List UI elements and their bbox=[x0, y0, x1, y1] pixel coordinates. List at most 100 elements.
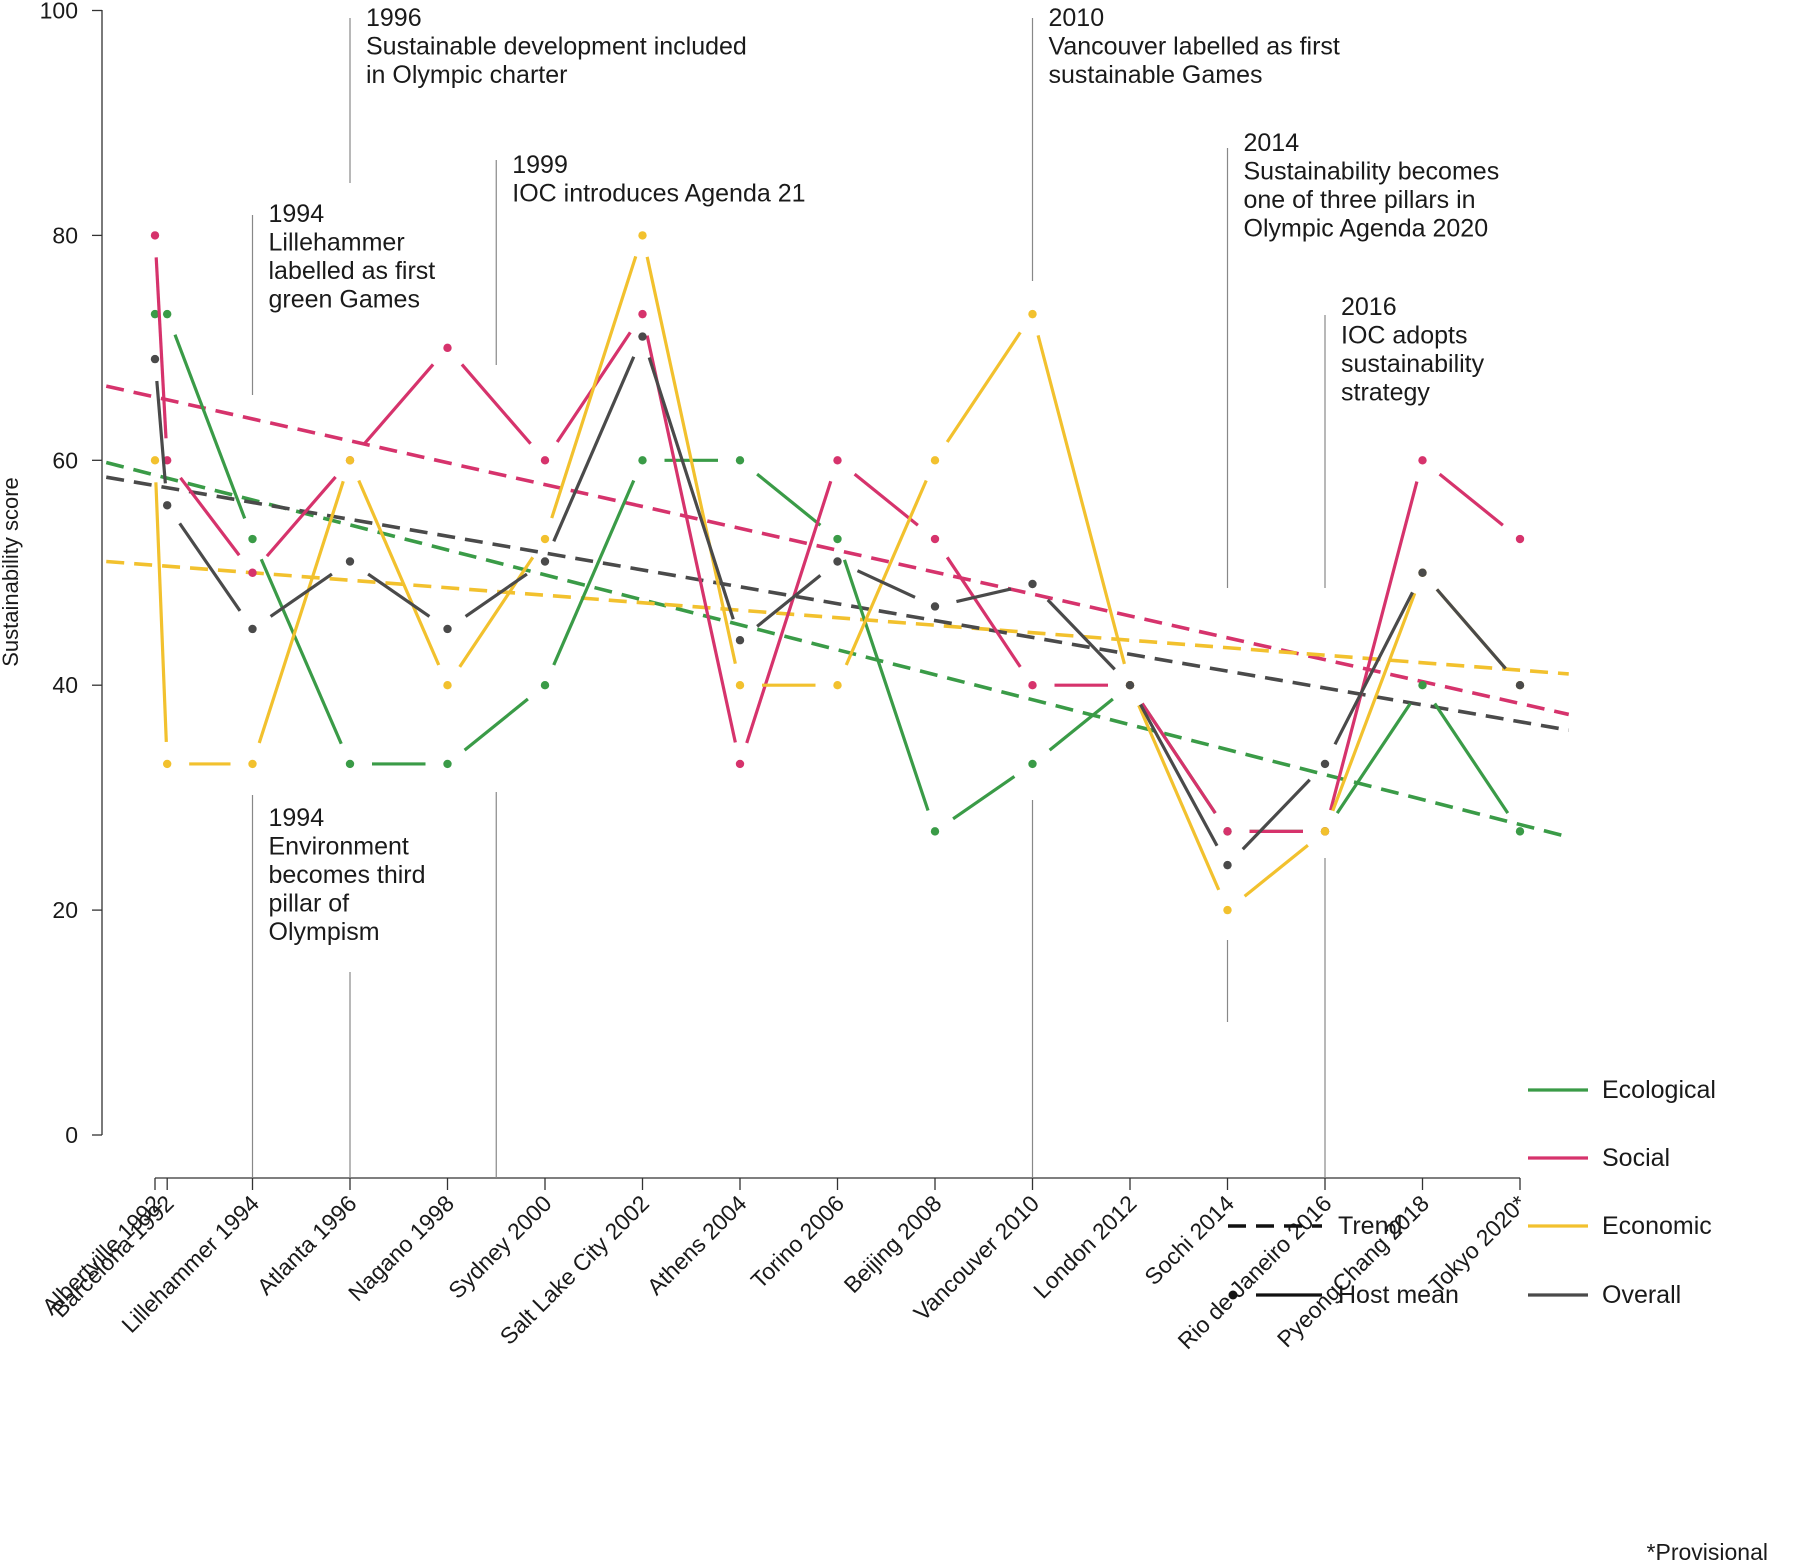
point-overall-10 bbox=[1028, 579, 1037, 589]
segment-overall-5 bbox=[552, 356, 636, 542]
point-ecological-0 bbox=[150, 309, 160, 319]
annotation-0-line-1: Lillehammer bbox=[269, 229, 405, 257]
point-ecological-7 bbox=[735, 456, 745, 465]
point-economic-5 bbox=[540, 534, 550, 544]
point-economic-1 bbox=[162, 759, 172, 769]
point-economic-13 bbox=[1320, 827, 1330, 836]
segment-overall-11 bbox=[1139, 703, 1219, 847]
x-tick-label-7: Athens 2004 bbox=[642, 1190, 752, 1300]
point-ecological-6 bbox=[638, 456, 647, 465]
point-overall-8 bbox=[833, 557, 842, 566]
segment-social-2 bbox=[265, 475, 337, 558]
segment-overall-8 bbox=[856, 569, 916, 599]
segment-overall-12 bbox=[1241, 778, 1311, 851]
annotation-0-line-2: labelled as first bbox=[269, 257, 436, 285]
point-social-7 bbox=[735, 759, 745, 769]
point-ecological-2 bbox=[248, 534, 257, 544]
point-ecological-1 bbox=[162, 309, 172, 319]
segment-economic-8 bbox=[844, 479, 928, 666]
segment-economic-6 bbox=[645, 256, 737, 665]
y-tick-label-100: 100 bbox=[40, 0, 78, 24]
point-overall-1 bbox=[162, 501, 172, 510]
x-tick-label-9: Beijing 2008 bbox=[839, 1190, 947, 1298]
point-economic-6 bbox=[638, 231, 647, 240]
trend-line-overall bbox=[105, 475, 1570, 732]
point-ecological-5 bbox=[540, 681, 550, 690]
segment-overall-3 bbox=[367, 572, 431, 618]
segment-ecological-10 bbox=[1048, 697, 1114, 752]
point-overall-14 bbox=[1418, 568, 1427, 577]
y-tick-label-20: 20 bbox=[52, 897, 78, 923]
annotation-0-line-3: green Games bbox=[269, 286, 420, 314]
segment-overall-13 bbox=[1333, 591, 1414, 746]
annotation-4-line-0: 2010 bbox=[1049, 4, 1105, 32]
point-ecological-4 bbox=[443, 759, 452, 769]
segment-economic-12 bbox=[1243, 843, 1309, 898]
segment-overall-9 bbox=[956, 587, 1012, 604]
point-social-0 bbox=[150, 231, 160, 240]
segment-social-4 bbox=[460, 363, 532, 445]
annotation-0-line-0: 1994 bbox=[269, 200, 325, 228]
point-overall-5 bbox=[540, 557, 550, 566]
point-economic-3 bbox=[345, 456, 355, 465]
point-overall-9 bbox=[930, 602, 940, 611]
segment-social-9 bbox=[945, 556, 1022, 668]
segment-social-13 bbox=[1329, 481, 1419, 811]
point-ecological-3 bbox=[345, 759, 355, 769]
segment-social-14 bbox=[1438, 472, 1504, 527]
y-tick-label-0: 0 bbox=[65, 1122, 78, 1148]
point-economic-4 bbox=[443, 681, 452, 690]
annotation-2-line-0: 1996 bbox=[366, 4, 422, 32]
point-overall-3 bbox=[345, 557, 355, 566]
segment-overall-4 bbox=[464, 572, 528, 618]
annotation-5-line-3: Olympic Agenda 2020 bbox=[1244, 215, 1489, 243]
y-tick-label-40: 40 bbox=[52, 672, 78, 698]
point-social-9 bbox=[930, 534, 940, 544]
point-ecological-9 bbox=[930, 827, 940, 836]
annotation-2-line-1: Sustainable development included bbox=[366, 33, 747, 61]
x-tick-label-8: Torino 2006 bbox=[746, 1190, 849, 1293]
annotation-5-line-1: Sustainability becomes bbox=[1244, 158, 1500, 186]
segment-overall-7 bbox=[756, 574, 822, 628]
segment-ecological-14 bbox=[1433, 702, 1510, 814]
y-axis-label: Sustainability score bbox=[0, 477, 23, 667]
segment-ecological-2 bbox=[259, 558, 343, 745]
segment-ecological-4 bbox=[463, 697, 529, 752]
segment-economic-3 bbox=[357, 479, 441, 666]
point-overall-7 bbox=[735, 636, 745, 645]
segment-ecological-13 bbox=[1335, 702, 1412, 814]
point-overall-2 bbox=[248, 624, 257, 634]
point-social-10 bbox=[1028, 681, 1037, 690]
annotation-1-line-0: 1994 bbox=[269, 804, 325, 832]
point-overall-15 bbox=[1515, 681, 1525, 690]
point-ecological-14 bbox=[1418, 681, 1427, 690]
segment-ecological-9 bbox=[952, 775, 1016, 821]
point-economic-7 bbox=[735, 681, 745, 690]
segment-social-3 bbox=[363, 363, 435, 445]
footnote-provisional: *Provisional bbox=[1647, 1539, 1768, 1565]
annotation-6-line-0: 2016 bbox=[1341, 293, 1397, 321]
segment-economic-10 bbox=[1036, 334, 1126, 665]
annotation-1-line-3: pillar of bbox=[269, 890, 350, 918]
point-overall-11 bbox=[1125, 681, 1135, 690]
segment-social-1 bbox=[179, 476, 241, 557]
point-economic-9 bbox=[930, 456, 940, 465]
point-ecological-8 bbox=[833, 534, 842, 544]
annotation-6-line-1: IOC adopts bbox=[1341, 322, 1467, 350]
point-economic-10 bbox=[1028, 309, 1037, 319]
point-economic-8 bbox=[833, 681, 842, 690]
y-tick-label-60: 60 bbox=[52, 447, 78, 473]
segment-economic-2 bbox=[257, 480, 345, 744]
point-social-12 bbox=[1223, 827, 1232, 836]
segment-overall-1 bbox=[178, 522, 242, 612]
point-overall-4 bbox=[443, 624, 452, 634]
point-social-4 bbox=[443, 343, 452, 353]
point-social-6 bbox=[638, 309, 647, 319]
x-tick-label-3: Atlanta 1996 bbox=[252, 1190, 362, 1300]
segment-social-0 bbox=[154, 257, 168, 439]
point-overall-0 bbox=[150, 354, 160, 364]
segment-economic-9 bbox=[945, 331, 1022, 443]
point-overall-13 bbox=[1320, 759, 1330, 769]
point-social-8 bbox=[833, 456, 842, 465]
